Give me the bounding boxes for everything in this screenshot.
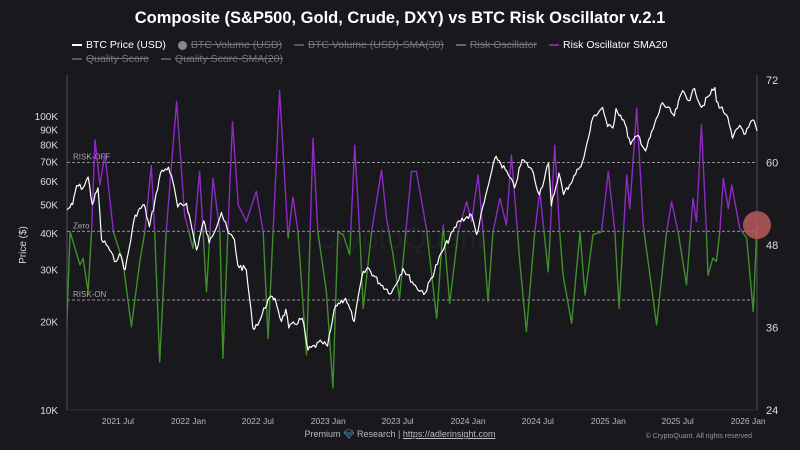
- reference-label: RISK-OFF: [73, 153, 110, 162]
- legend-label: Risk Oscillator SMA20: [563, 39, 668, 51]
- legend-line-icon: [455, 44, 466, 47]
- y-left-tick-label: 10K: [40, 406, 58, 417]
- x-tick-label: 2022 Jul: [242, 416, 274, 426]
- legend-line-icon: [549, 44, 559, 47]
- oscillator-line-above: [69, 89, 757, 232]
- legend-label: Quality Score-SMA(20): [175, 53, 283, 65]
- latest-value-marker: [743, 211, 771, 240]
- y-left-tick-label: 20K: [40, 317, 58, 328]
- reference-label: Zero: [73, 221, 90, 230]
- footer-middle: Research |: [357, 429, 401, 439]
- legend-dot-icon: [177, 40, 187, 50]
- reference-label: RISK-ON: [73, 290, 107, 299]
- y-left-tick-label: 50K: [40, 201, 58, 212]
- legend-item[interactable]: Quality Score-SMA(20): [161, 52, 283, 66]
- x-tick-label: 2024 Jan: [451, 416, 486, 426]
- y-left-tick-label: 90K: [40, 125, 58, 136]
- x-tick-label: 2022 Jan: [171, 416, 206, 426]
- legend-item[interactable]: BTC Volume (USD): [177, 38, 282, 52]
- legend-item[interactable]: Quality Score: [72, 52, 149, 66]
- y-right-tick-label: 24: [766, 405, 778, 417]
- footer: Premium 💎︎ Research | https://adlerinsig…: [0, 429, 800, 440]
- y-right-tick-label: 36: [766, 323, 778, 335]
- legend-item[interactable]: Risk Oscillator: [455, 38, 537, 52]
- y-left-tick-label: 70K: [40, 158, 58, 169]
- x-tick-label: 2025 Jul: [662, 416, 694, 426]
- x-tick-label: 2024 Jul: [522, 416, 554, 426]
- x-tick-label: 2025 Jan: [591, 416, 626, 426]
- diamond-icon: 💎︎: [343, 429, 355, 439]
- y-right-tick-label: 48: [766, 240, 778, 252]
- legend-line-icon: [161, 58, 172, 61]
- y-left-tick-label: 80K: [40, 140, 58, 151]
- x-tick-label: 2021 Jul: [102, 416, 134, 426]
- y-right-tick-label: 72: [766, 75, 778, 87]
- legend-line-icon: [72, 44, 82, 47]
- x-tick-label: 2023 Jan: [311, 416, 346, 426]
- copyright: © CryptoQuant. All rights reserved: [645, 433, 752, 440]
- y-left-tick-label: 30K: [40, 266, 58, 277]
- legend-label: Quality Score: [86, 53, 150, 65]
- x-tick-label: 2026 Jan: [731, 416, 766, 426]
- legend-label: Risk Oscillator: [469, 39, 537, 51]
- y-left-tick-label: 60K: [40, 177, 58, 188]
- x-tick-label: 2023 Jul: [382, 416, 414, 426]
- y-left-tick-label: 100K: [35, 112, 59, 123]
- legend-line-icon: [72, 58, 82, 61]
- btc-price-line: [66, 86, 758, 351]
- footer-prefix: Premium: [304, 429, 341, 439]
- oscillator-line-below: [67, 231, 757, 389]
- y-right-tick-label: 60: [766, 158, 778, 170]
- legend-line-icon: [293, 44, 304, 47]
- legend-item[interactable]: BTC Volume (USD)-SMA(30): [293, 38, 444, 52]
- legend-label: BTC Price (USD): [86, 39, 166, 51]
- chart-title: Composite (S&P500, Gold, Crude, DXY) vs …: [134, 9, 666, 27]
- legend-item[interactable]: Risk Oscillator SMA20: [549, 38, 667, 52]
- legend-item[interactable]: BTC Price (USD): [72, 38, 166, 52]
- legend: BTC Price (USD) BTC Volume (USD) BTC Volum…: [72, 38, 752, 66]
- legend-label: BTC Volume (USD): [190, 39, 282, 51]
- footer-link[interactable]: https://adlerinsight.com: [402, 429, 496, 439]
- legend-label: BTC Volume (USD)-SMA(30): [307, 39, 444, 51]
- y-left-tick-label: 40K: [40, 229, 58, 240]
- y-axis-title: Price ($): [18, 226, 29, 264]
